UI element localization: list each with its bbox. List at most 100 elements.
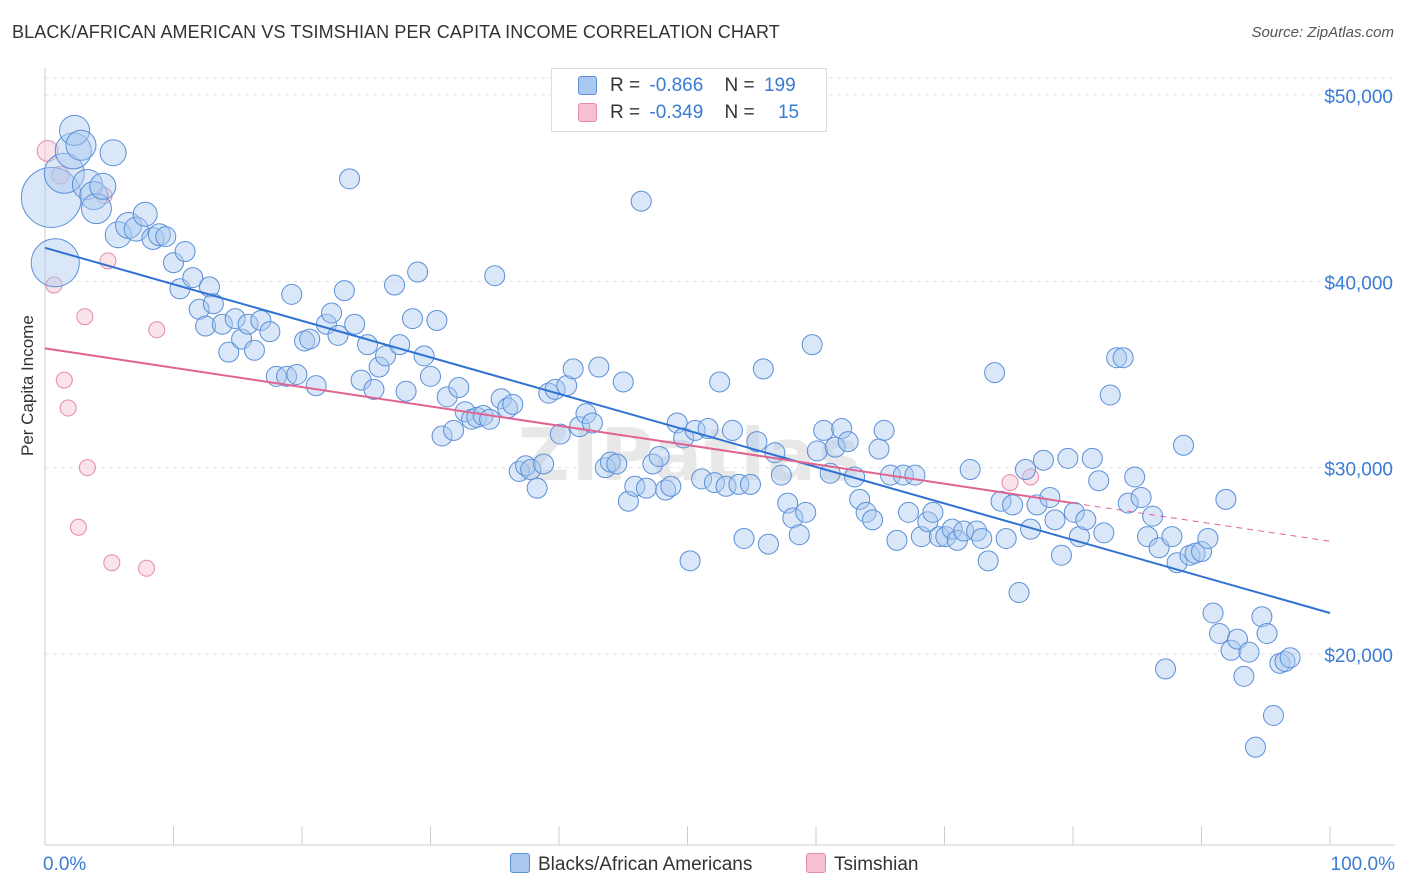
black-point-75 [520, 459, 542, 481]
black-point-16 [147, 223, 171, 247]
black-point-52 [384, 274, 406, 296]
black-point-8 [80, 193, 112, 225]
tsimshian-point-10 [69, 518, 87, 536]
watermark: ZIPatlas [518, 413, 863, 497]
black-point-129 [849, 488, 871, 510]
legend-item-tsimshian-label: Tsimshian [834, 854, 919, 875]
black-point-135 [886, 529, 908, 551]
legend-item-black-label: Blacks/African Americans [538, 854, 753, 875]
black-point-82 [562, 358, 584, 380]
black-point-162 [1050, 544, 1072, 566]
black-trend-line [44, 246, 1331, 614]
black-point-163 [1057, 447, 1079, 469]
black-point-150 [977, 550, 999, 572]
legend-n-label-0: N = [724, 75, 755, 96]
black-point-114 [757, 533, 779, 555]
trend-layer [44, 246, 1331, 614]
legend-item-black[interactable]: Blacks/African Americans [510, 853, 752, 876]
black-point-177 [1142, 505, 1164, 527]
black-point-179 [1155, 658, 1177, 680]
black-point-140 [917, 511, 939, 533]
black-point-152 [990, 490, 1012, 512]
black-point-46 [344, 313, 366, 335]
black-point-193 [1238, 641, 1260, 663]
black-point-10 [99, 139, 127, 167]
black-point-26 [211, 313, 233, 335]
black-point-167 [1081, 447, 1103, 469]
black-point-175 [1130, 486, 1152, 508]
black-point-110 [733, 527, 755, 549]
black-point-33 [259, 321, 281, 343]
black-point-27 [218, 341, 240, 363]
black-point-126 [831, 418, 853, 440]
black-point-36 [281, 283, 303, 305]
legend-item-tsimshian[interactable]: Tsimshian [806, 853, 918, 876]
black-point-44 [333, 280, 355, 302]
black-point-188 [1208, 623, 1230, 645]
tick-label-layer: $20,000 $30,000 $40,000 $50,000 0.0% 100.0% [43, 87, 1395, 875]
black-point-73 [508, 460, 530, 482]
black-point-17 [155, 226, 177, 248]
black-point-77 [533, 453, 555, 475]
black-point-96 [648, 445, 670, 467]
black-point-62 [443, 419, 465, 441]
black-point-108 [721, 419, 743, 441]
black-point-93 [630, 190, 652, 212]
tsimshian-point-5 [76, 308, 94, 326]
black-point-106 [709, 371, 731, 393]
black-point-48 [357, 334, 379, 356]
tsimshian-point-11 [103, 554, 121, 572]
black-point-14 [132, 201, 158, 227]
black-point-20 [174, 241, 196, 263]
black-point-133 [873, 419, 895, 441]
black-point-155 [1008, 582, 1030, 604]
black-point-132 [868, 438, 890, 460]
black-point-137 [898, 501, 920, 523]
legend-n-value-0: 199 [763, 75, 796, 96]
black-point-161 [1044, 509, 1066, 531]
legend-item-tsimshian-swatch [806, 853, 826, 873]
black-point-111 [739, 473, 761, 495]
y-tick-label-20000: $20,000 [1324, 646, 1393, 667]
black-point-104 [697, 418, 719, 440]
legend-swatch-blue [578, 76, 597, 95]
black-point-23 [195, 315, 217, 337]
x-tick-label-start: 0.0% [43, 854, 86, 875]
grid-layer [45, 77, 1395, 655]
black-point-63 [448, 377, 470, 399]
tsimshian-point-8 [59, 399, 77, 417]
legend-n-value-1: 15 [777, 102, 800, 123]
black-point-28 [224, 308, 246, 330]
black-point-127 [837, 431, 859, 453]
black-point-160 [1039, 486, 1061, 508]
black-point-195 [1251, 606, 1273, 628]
black-point-45 [339, 168, 361, 190]
black-point-109 [728, 473, 750, 495]
black-point-141 [922, 501, 944, 523]
black-point-194 [1244, 736, 1266, 758]
black-point-121 [801, 334, 823, 356]
black-point-169 [1093, 522, 1115, 544]
black-point-200 [1279, 647, 1301, 669]
tsimshian-point-7 [55, 371, 73, 389]
black-point-154 [1002, 494, 1024, 516]
black-point-94 [635, 477, 657, 499]
black-point-156 [1014, 459, 1036, 481]
black-point-158 [1026, 494, 1048, 516]
black-point-182 [1173, 434, 1195, 456]
black-point-189 [1215, 488, 1237, 510]
black-point-76 [526, 477, 548, 499]
black-point-22 [188, 298, 210, 320]
black-african-american-points [20, 114, 1301, 758]
tsimshian-trend-line [44, 347, 1074, 505]
tsimshian-point-0 [36, 140, 59, 162]
black-point-2 [43, 152, 85, 194]
black-point-69 [484, 265, 506, 287]
black-point-142 [928, 526, 950, 548]
y-tick-label-40000: $40,000 [1324, 273, 1393, 294]
legend-r-label-1: R = [610, 102, 641, 123]
black-point-86 [588, 356, 610, 378]
legend-r-label-0: R = [610, 75, 641, 96]
black-point-118 [782, 507, 804, 529]
black-point-149 [971, 527, 993, 549]
